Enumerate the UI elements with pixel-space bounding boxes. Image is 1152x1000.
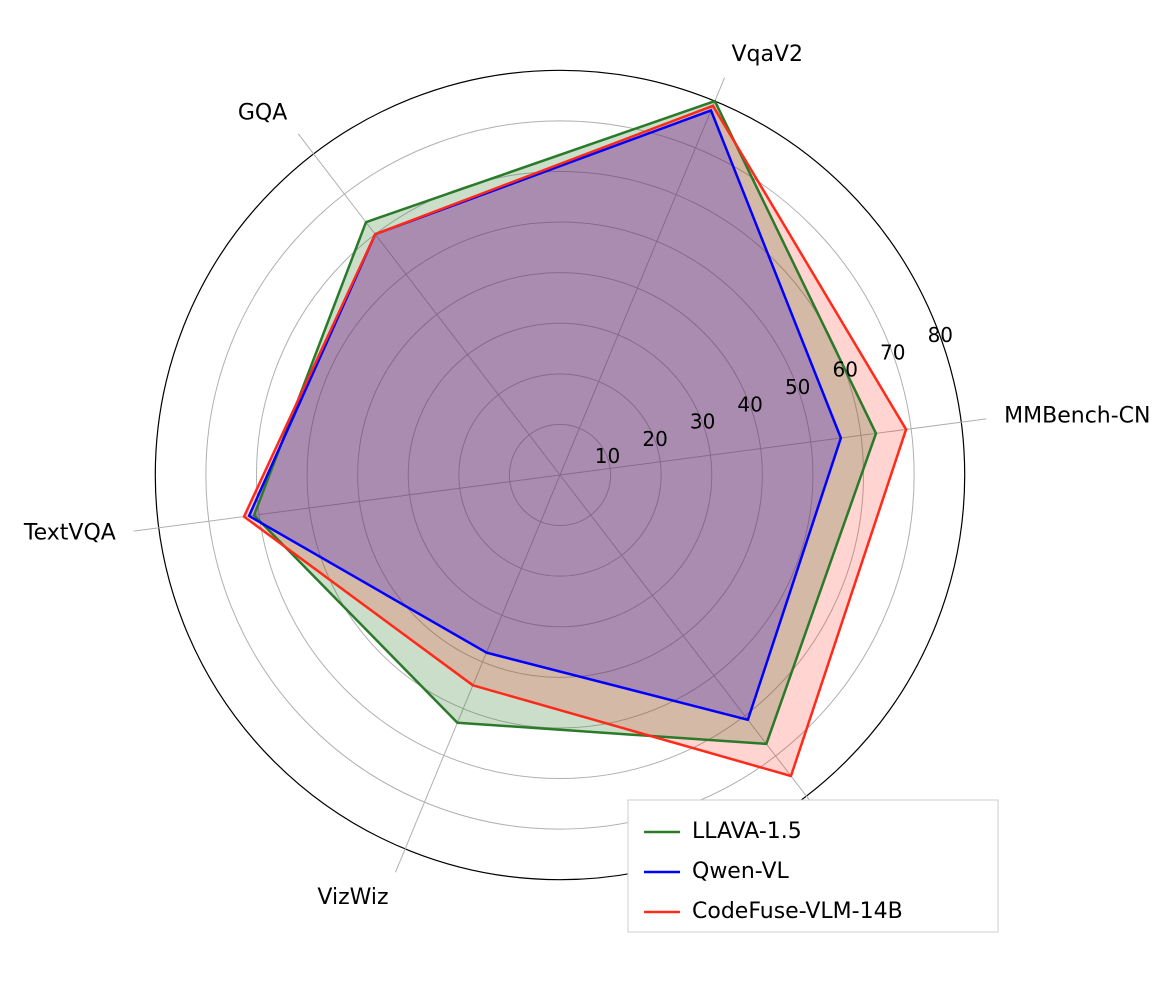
legend-label: Qwen-VL xyxy=(692,859,789,884)
radar-chart: VqaV2GQATextVQAVizWizMMBenchMMBench-CN10… xyxy=(0,0,1152,1000)
r-tick-label: 70 xyxy=(880,340,905,364)
r-tick-label: 60 xyxy=(832,358,857,382)
axis-label: MMBench-CN xyxy=(1004,404,1150,429)
axis-label: VizWiz xyxy=(317,885,388,910)
r-tick-label: 30 xyxy=(690,410,715,434)
legend-label: CodeFuse-VLM-14B xyxy=(692,899,903,924)
r-tick-label: 50 xyxy=(785,375,810,399)
r-tick-label: 10 xyxy=(595,444,620,468)
r-tick-label: 40 xyxy=(737,392,762,416)
axis-label: VqaV2 xyxy=(731,42,803,67)
axis-label: TextVQA xyxy=(23,520,116,545)
radar-svg: VqaV2GQATextVQAVizWizMMBenchMMBench-CN10… xyxy=(0,0,1152,1000)
r-tick-label: 80 xyxy=(928,323,953,347)
axis-label: GQA xyxy=(238,101,287,126)
legend: LLAVA-1.5 Qwen-VL CodeFuse-VLM-14B xyxy=(628,800,998,932)
r-tick-label: 20 xyxy=(642,427,667,451)
legend-label: LLAVA-1.5 xyxy=(692,819,802,844)
